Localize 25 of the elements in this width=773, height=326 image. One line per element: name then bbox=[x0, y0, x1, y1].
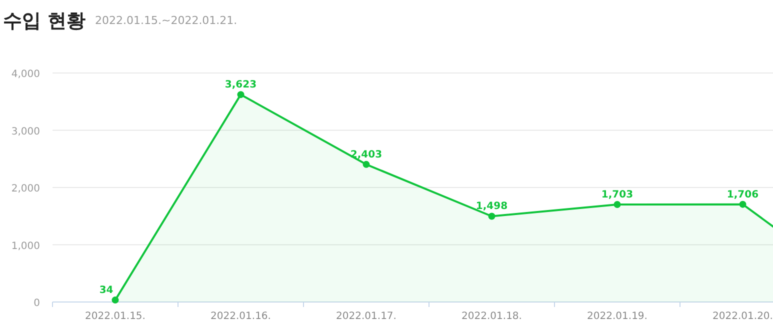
data-label: 1,706 bbox=[726, 189, 759, 200]
x-tick-label: 2022.01.16. bbox=[210, 311, 271, 322]
chart-title: 수입 현황 bbox=[3, 10, 86, 32]
x-tick-label: 2022.01.17. bbox=[336, 311, 396, 322]
point bbox=[362, 160, 370, 168]
data-label: 3,623 bbox=[224, 80, 257, 91]
x-tick-label: 2022.01.18. bbox=[462, 311, 522, 322]
x-tick-label: 2022.01.20. bbox=[712, 311, 773, 322]
y-tick-label: 3,000 bbox=[11, 126, 40, 138]
y-tick-label: 1,000 bbox=[11, 240, 40, 252]
x-tick-label: 2022.01.19. bbox=[587, 311, 648, 322]
point bbox=[739, 200, 746, 208]
y-tick-label: 4,000 bbox=[11, 69, 40, 80]
point bbox=[614, 201, 621, 208]
point bbox=[488, 212, 496, 220]
data-label: 2,403 bbox=[350, 149, 382, 160]
data-label: 1,498 bbox=[476, 201, 508, 212]
point bbox=[237, 91, 244, 98]
data-label: 1,703 bbox=[601, 190, 634, 201]
chart-subtitle: 2022.01.15.~2022.01.21. bbox=[95, 14, 238, 27]
data-label: 34 bbox=[99, 285, 114, 296]
y-tick-label: 2,000 bbox=[11, 184, 40, 194]
point bbox=[112, 296, 119, 304]
y-tick-label: 0 bbox=[34, 298, 40, 309]
x-tick-label: 2022.01.15. bbox=[85, 311, 146, 322]
